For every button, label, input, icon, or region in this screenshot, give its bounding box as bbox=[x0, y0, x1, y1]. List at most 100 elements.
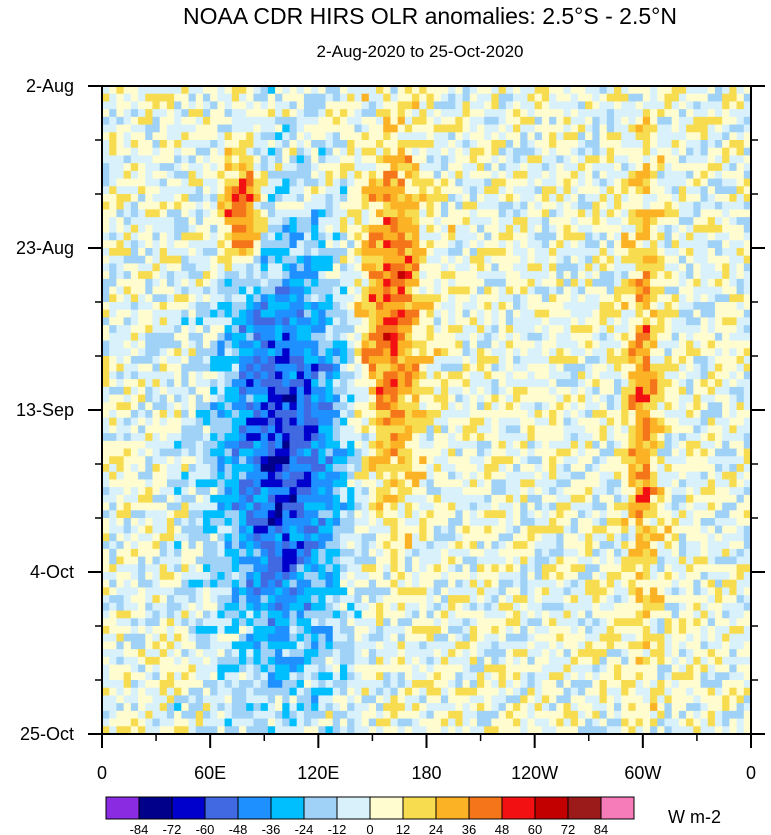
heatmap-cell bbox=[491, 263, 500, 272]
heatmap-cell bbox=[426, 440, 435, 450]
heatmap-cell bbox=[729, 140, 738, 149]
heatmap-cell bbox=[520, 309, 529, 319]
heatmap-cell bbox=[282, 356, 291, 365]
heatmap-cell bbox=[513, 240, 521, 249]
heatmap-cell bbox=[671, 494, 680, 504]
heatmap-cell bbox=[303, 510, 312, 519]
heatmap-cell bbox=[534, 487, 543, 496]
heatmap-cell bbox=[152, 317, 161, 326]
heatmap-cell bbox=[390, 325, 399, 334]
heatmap-cell bbox=[325, 502, 334, 511]
heatmap-cell bbox=[527, 194, 536, 203]
heatmap-cell bbox=[397, 255, 406, 265]
heatmap-cell bbox=[549, 464, 557, 473]
heatmap-cell bbox=[549, 86, 557, 95]
heatmap-cell bbox=[549, 186, 557, 195]
heatmap-cell bbox=[621, 502, 630, 511]
heatmap-cell bbox=[368, 487, 377, 496]
heatmap-cell bbox=[469, 402, 478, 411]
heatmap-cell bbox=[664, 494, 673, 504]
heatmap-cell bbox=[513, 232, 521, 241]
heatmap-cell bbox=[577, 194, 586, 203]
heatmap-cell bbox=[606, 294, 615, 303]
heatmap-cell bbox=[123, 209, 132, 218]
heatmap-cell bbox=[686, 410, 694, 419]
heatmap-cell bbox=[729, 101, 738, 110]
heatmap-cell bbox=[347, 278, 355, 288]
heatmap-cell bbox=[476, 456, 485, 465]
heatmap-cell bbox=[671, 440, 680, 450]
heatmap-cell bbox=[282, 132, 291, 141]
heatmap-cell bbox=[246, 464, 255, 473]
heatmap-cell bbox=[693, 286, 702, 295]
heatmap-cell bbox=[246, 394, 255, 403]
heatmap-cell bbox=[152, 379, 161, 388]
heatmap-cell bbox=[347, 140, 355, 149]
heatmap-cell bbox=[513, 302, 521, 311]
heatmap-cell bbox=[606, 101, 615, 110]
heatmap-cell bbox=[311, 86, 319, 95]
heatmap-cell bbox=[505, 440, 514, 450]
heatmap-cell bbox=[253, 340, 262, 349]
heatmap-cell bbox=[130, 255, 139, 265]
heatmap-cell bbox=[707, 170, 716, 180]
heatmap-cell bbox=[166, 332, 175, 342]
heatmap-cell bbox=[577, 402, 586, 411]
heatmap-cell bbox=[491, 224, 500, 234]
heatmap-cell bbox=[412, 464, 420, 473]
heatmap-cell bbox=[181, 209, 190, 218]
heatmap-cell bbox=[404, 363, 413, 373]
heatmap-cell bbox=[476, 302, 485, 311]
heatmap-cell bbox=[159, 248, 168, 257]
heatmap-cell bbox=[513, 371, 521, 380]
heatmap-cell bbox=[145, 487, 154, 496]
heatmap-cell bbox=[311, 147, 319, 157]
heatmap-cell bbox=[138, 464, 146, 473]
heatmap-cell bbox=[116, 456, 125, 465]
heatmap-cell bbox=[520, 93, 529, 103]
heatmap-cell bbox=[613, 394, 622, 403]
heatmap-cell bbox=[469, 425, 478, 434]
heatmap-cell bbox=[224, 132, 233, 141]
heatmap-cell bbox=[520, 140, 529, 149]
heatmap-cell bbox=[513, 86, 521, 95]
heatmap-cell bbox=[325, 425, 334, 434]
heatmap-cell bbox=[448, 456, 456, 465]
heatmap-cell bbox=[116, 510, 125, 519]
heatmap-cell bbox=[534, 309, 543, 319]
heatmap-cell bbox=[311, 394, 319, 403]
heatmap-cell bbox=[743, 217, 751, 226]
heatmap-cell bbox=[462, 448, 471, 457]
heatmap-cell bbox=[210, 332, 218, 342]
heatmap-cell bbox=[534, 286, 543, 295]
heatmap-cell bbox=[671, 163, 680, 172]
heatmap-cell bbox=[231, 410, 240, 419]
heatmap-cell bbox=[123, 116, 132, 126]
heatmap-cell bbox=[130, 201, 139, 211]
heatmap-cell bbox=[736, 471, 745, 481]
heatmap-cell bbox=[476, 132, 485, 141]
heatmap-cell bbox=[404, 425, 413, 434]
heatmap-cell bbox=[152, 209, 161, 218]
heatmap-cell bbox=[303, 170, 312, 180]
heatmap-cell bbox=[318, 440, 327, 450]
heatmap-cell bbox=[657, 325, 666, 334]
heatmap-cell bbox=[181, 494, 190, 504]
heatmap-cell bbox=[332, 263, 341, 272]
heatmap-cell bbox=[642, 494, 651, 504]
heatmap-cell bbox=[217, 101, 226, 110]
heatmap-cell bbox=[296, 394, 305, 403]
heatmap-cell bbox=[296, 101, 305, 110]
heatmap-cell bbox=[498, 394, 507, 403]
heatmap-cell bbox=[678, 433, 687, 442]
heatmap-cell bbox=[159, 140, 168, 149]
heatmap-cell bbox=[606, 433, 615, 442]
heatmap-cell bbox=[152, 440, 161, 450]
heatmap-cell bbox=[678, 224, 687, 234]
heatmap-cell bbox=[498, 502, 507, 511]
heatmap-cell bbox=[239, 232, 247, 241]
heatmap-cell bbox=[433, 425, 442, 434]
heatmap-cell bbox=[664, 147, 673, 157]
heatmap-cell bbox=[469, 201, 478, 211]
heatmap-cell bbox=[491, 379, 500, 388]
